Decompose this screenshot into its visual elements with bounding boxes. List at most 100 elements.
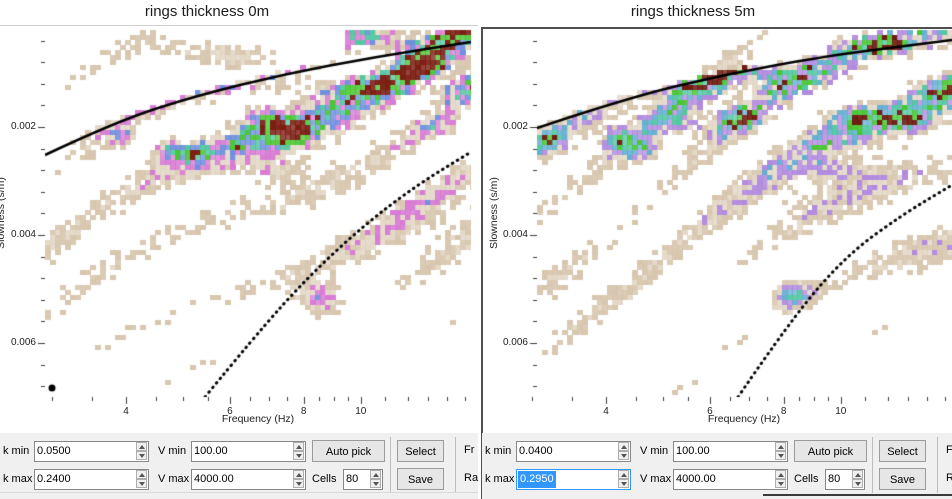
toolbar-separator	[390, 437, 391, 493]
cells-field[interactable]: 80	[825, 469, 865, 490]
spinner-up-icon[interactable]	[618, 470, 629, 479]
spinner-down-icon[interactable]	[370, 479, 381, 488]
figure-panel-right: rings thickness 5m Frequency (Hz) Slowne…	[476, 0, 952, 499]
v-min-spinner[interactable]	[774, 442, 787, 461]
panel-bottom-edge	[0, 492, 478, 493]
v-min-label: V min	[640, 445, 669, 457]
v-max-value[interactable]: 4000.00	[676, 473, 716, 485]
v-max-label: V max	[640, 473, 672, 485]
x-tick-label: 8	[780, 406, 787, 417]
lower-window-top-border	[763, 494, 952, 496]
v-min-field[interactable]: 100.00	[191, 441, 306, 462]
spinner-down-icon[interactable]	[775, 451, 786, 460]
y-axis-label: Slowness (s/m)	[0, 177, 7, 249]
x-tick-label: 4	[123, 406, 129, 417]
spinner-up-icon[interactable]	[136, 470, 147, 479]
k-min-value[interactable]: 0.0500	[37, 445, 71, 457]
spinner-up-icon[interactable]	[852, 470, 863, 479]
k-max-field[interactable]: 0.2950	[516, 469, 631, 490]
v-max-value[interactable]: 4000.00	[194, 473, 234, 485]
cells-spinner[interactable]	[369, 470, 382, 489]
y-tick-label: 0.002	[10, 121, 36, 132]
clipped-label-top: Fre	[946, 444, 952, 456]
k-max-label: k max	[3, 473, 33, 485]
k-min-label: k min	[3, 445, 30, 457]
dispersion-spectrum-canvas[interactable]	[0, 0, 476, 433]
cells-field[interactable]: 80	[343, 469, 383, 490]
dispersion-spectrum-canvas[interactable]	[476, 0, 952, 433]
k-max-field[interactable]: 0.2400	[34, 469, 149, 490]
spinner-up-icon[interactable]	[136, 442, 147, 451]
x-tick-label: 6	[707, 406, 713, 417]
control-bar: k min 0.0400 V min 100.00 Auto pick Sele…	[482, 433, 952, 499]
toolbar-separator	[455, 437, 456, 493]
spinner-down-icon[interactable]	[852, 479, 863, 488]
x-axis-label: Frequency (Hz)	[221, 413, 295, 425]
spinner-down-icon[interactable]	[136, 451, 147, 460]
y-tick-label: 0.002	[502, 121, 528, 132]
control-bar: k min 0.0500 V min 100.00 Auto pick Sele…	[0, 433, 478, 499]
v-max-spinner[interactable]	[774, 470, 787, 489]
x-tick-label: 8	[300, 406, 307, 417]
select-button[interactable]: Select	[397, 440, 444, 462]
y-axis-label: Slowness (s/m)	[488, 177, 500, 249]
k-min-spinner[interactable]	[135, 442, 148, 461]
v-min-spinner[interactable]	[292, 442, 305, 461]
y-tick-label: 0.004	[502, 229, 528, 240]
k-max-spinner[interactable]	[617, 470, 630, 489]
x-axis-label: Frequency (Hz)	[707, 413, 781, 425]
save-button[interactable]: Save	[879, 468, 926, 490]
k-min-field[interactable]: 0.0400	[516, 441, 631, 462]
y-tick-label: 0.006	[502, 337, 528, 348]
k-max-value[interactable]: 0.2950	[518, 471, 556, 488]
spinner-down-icon[interactable]	[618, 479, 629, 488]
spinner-up-icon[interactable]	[293, 442, 304, 451]
k-max-label: k max	[485, 473, 515, 485]
clipped-label-bottom: Ra	[946, 472, 952, 484]
v-min-label: V min	[158, 445, 187, 457]
spinner-up-icon[interactable]	[293, 470, 304, 479]
save-button[interactable]: Save	[397, 468, 444, 490]
auto-pick-button[interactable]: Auto pick	[794, 440, 867, 462]
cells-value[interactable]: 80	[346, 473, 359, 485]
spinner-up-icon[interactable]	[370, 470, 381, 479]
k-min-value[interactable]: 0.0400	[519, 445, 553, 457]
v-max-spinner[interactable]	[292, 470, 305, 489]
v-min-value[interactable]: 100.00	[194, 445, 228, 457]
spinner-up-icon[interactable]	[618, 442, 629, 451]
x-tick-label: 10	[835, 406, 847, 417]
toolbar-separator	[937, 437, 938, 493]
x-tick-label: 10	[355, 406, 367, 417]
spinner-down-icon[interactable]	[618, 451, 629, 460]
spinner-up-icon[interactable]	[775, 470, 786, 479]
v-min-field[interactable]: 100.00	[673, 441, 788, 462]
x-tick-label: 6	[227, 406, 233, 417]
k-max-spinner[interactable]	[135, 470, 148, 489]
x-tick-label: 4	[603, 406, 609, 417]
k-min-field[interactable]: 0.0500	[34, 441, 149, 462]
cells-label: Cells	[794, 473, 819, 485]
clipped-label-bottom: Ra	[464, 472, 479, 484]
spinner-down-icon[interactable]	[136, 479, 147, 488]
y-tick-label: 0.006	[10, 337, 36, 348]
v-min-value[interactable]: 100.00	[676, 445, 710, 457]
k-max-value[interactable]: 0.2400	[37, 473, 71, 485]
v-max-field[interactable]: 4000.00	[673, 469, 788, 490]
spinner-down-icon[interactable]	[293, 479, 304, 488]
spinner-down-icon[interactable]	[775, 479, 786, 488]
v-max-field[interactable]: 4000.00	[191, 469, 306, 490]
spinner-up-icon[interactable]	[775, 442, 786, 451]
select-button[interactable]: Select	[879, 440, 926, 462]
toolbar-separator	[872, 437, 873, 493]
k-min-label: k min	[485, 445, 512, 457]
clipped-label-top: Fr	[464, 444, 475, 456]
spinner-down-icon[interactable]	[293, 451, 304, 460]
cells-value[interactable]: 80	[828, 473, 841, 485]
cells-spinner[interactable]	[851, 470, 864, 489]
auto-pick-button[interactable]: Auto pick	[312, 440, 385, 462]
y-tick-label: 0.004	[10, 229, 36, 240]
figure-panel-left: rings thickness 0m Frequency (Hz) Slowne…	[0, 0, 478, 499]
v-max-label: V max	[158, 473, 190, 485]
k-min-spinner[interactable]	[617, 442, 630, 461]
